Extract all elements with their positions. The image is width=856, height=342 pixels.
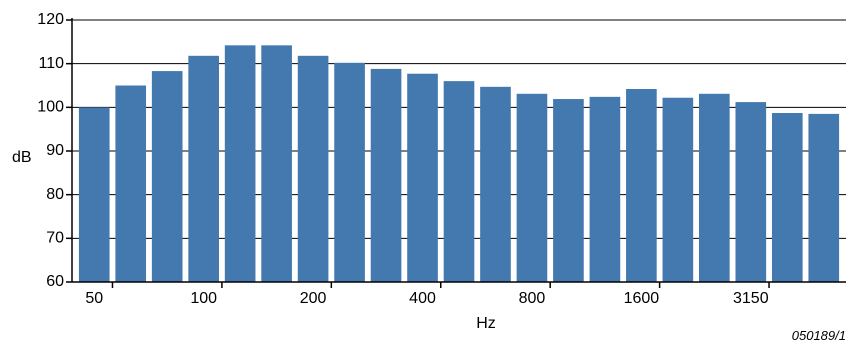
x-axis-label: Hz [476, 315, 496, 332]
bar [407, 73, 438, 283]
bar [771, 113, 803, 282]
bar [370, 68, 402, 282]
bar [553, 99, 584, 282]
bar [443, 81, 475, 282]
x-tick-label: 3150 [733, 290, 769, 307]
x-tick-label: 200 [300, 290, 327, 307]
bar [78, 107, 110, 282]
x-tick-label: 50 [85, 290, 103, 307]
x-tick-labels: 50 100 200 400 800 1600 3150 [85, 282, 770, 307]
bar [626, 88, 657, 282]
x-tick-label: 800 [519, 290, 546, 307]
bar [516, 93, 548, 283]
y-axis-label: dB [12, 149, 32, 166]
bar [808, 113, 840, 282]
x-tick-label: 1600 [624, 290, 660, 307]
bar [699, 93, 730, 283]
y-tick-label: 80 [46, 186, 64, 203]
bar [297, 55, 329, 282]
x-tick-label: 100 [190, 290, 217, 307]
y-tick-label: 90 [46, 142, 64, 159]
bar [480, 86, 511, 282]
bar [334, 62, 365, 282]
bar [151, 71, 183, 282]
y-tick-label: 70 [46, 230, 64, 247]
y-tick-labels: 60 70 80 90 100 110 120 [37, 11, 72, 290]
bar [115, 85, 147, 282]
y-tick-label: 100 [37, 99, 64, 116]
bar [589, 96, 621, 282]
bars [78, 45, 840, 283]
y-tick-label: 120 [37, 11, 64, 28]
figure-reference: 050189/1 [792, 328, 846, 342]
y-tick-label: 110 [38, 55, 64, 72]
x-tick-label: 400 [409, 290, 436, 307]
y-tick-label: 60 [46, 273, 64, 290]
bar [188, 55, 219, 282]
bar [261, 45, 292, 283]
bar [735, 102, 767, 283]
bar [224, 45, 256, 283]
bar [662, 97, 694, 282]
